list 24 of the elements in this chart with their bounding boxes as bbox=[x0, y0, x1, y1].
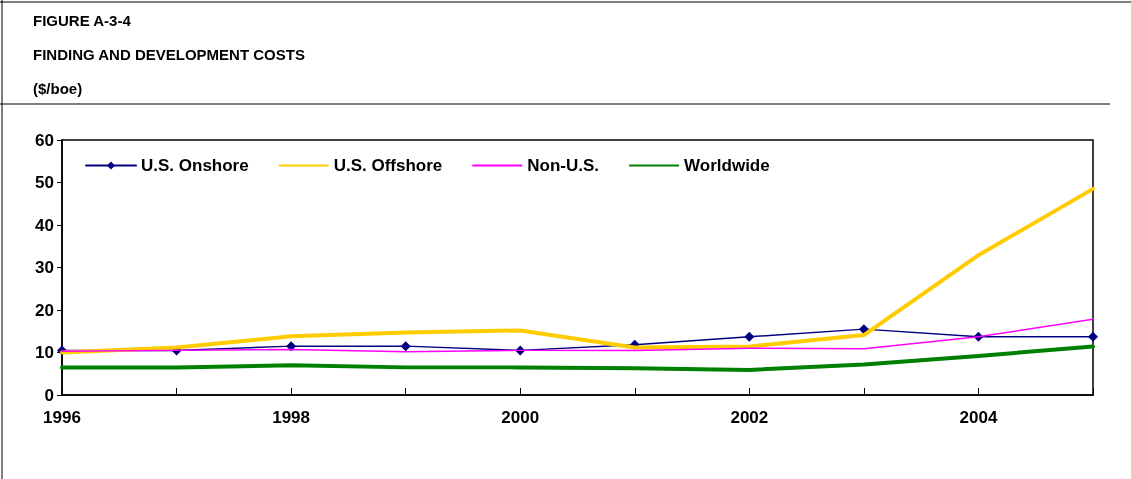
x-tick-label: 1998 bbox=[272, 408, 311, 427]
legend-label: U.S. Offshore bbox=[333, 156, 443, 175]
y-tick-label: 40 bbox=[35, 215, 54, 235]
legend-label: U.S. Onshore bbox=[141, 156, 249, 175]
y-axis-title: ($/boe) bbox=[33, 80, 83, 97]
point bbox=[286, 341, 297, 352]
line-series bbox=[60, 344, 1095, 372]
point bbox=[744, 331, 755, 342]
x-tick-label: 2004 bbox=[959, 408, 998, 427]
y-tick-label: 50 bbox=[35, 173, 54, 192]
chart-subtitle: FINDING AND DEVELOPMENT COSTS bbox=[33, 46, 305, 63]
y-tick-label: 10 bbox=[35, 343, 54, 362]
x-tick-label: 2002 bbox=[730, 408, 769, 427]
chart-title: FIGURE A-3-4 bbox=[33, 12, 132, 29]
y-tick-label: 0 bbox=[44, 385, 54, 405]
legend-label: Worldwide bbox=[684, 156, 770, 175]
x-tick-label: 1996 bbox=[43, 408, 81, 427]
x-tick-label: 2000 bbox=[501, 408, 540, 427]
y-tick-label: 60 bbox=[35, 130, 54, 150]
legend-label: Non-U.S. bbox=[527, 156, 600, 175]
point bbox=[1088, 331, 1098, 342]
y-tick-label: 30 bbox=[35, 258, 54, 277]
point bbox=[400, 341, 411, 352]
y-tick-label: 20 bbox=[35, 300, 54, 320]
